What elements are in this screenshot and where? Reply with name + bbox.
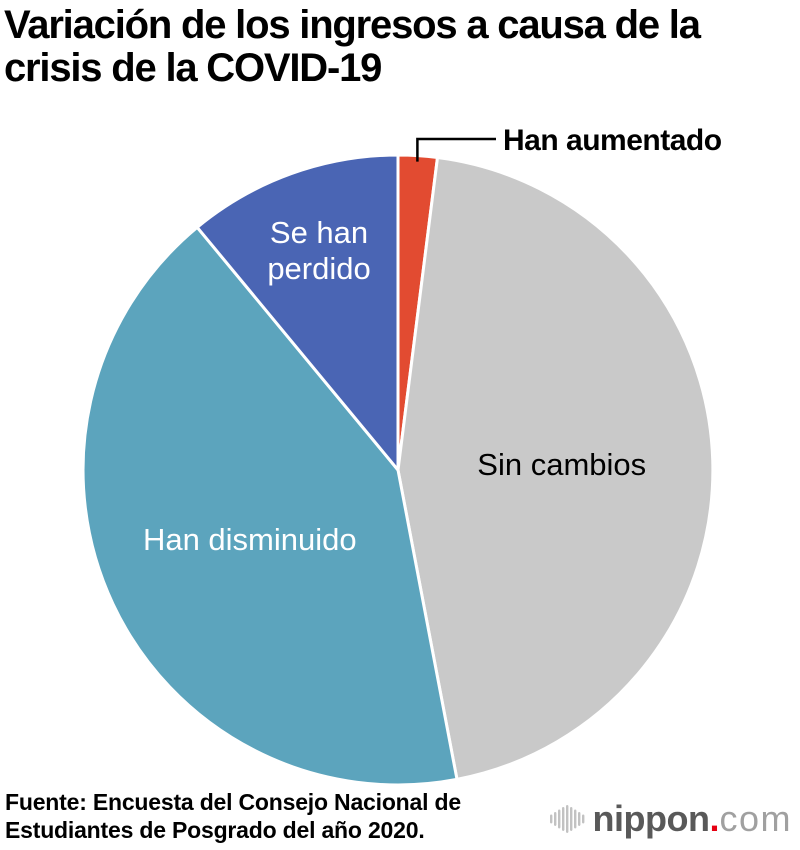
logo-dot: . <box>709 798 720 839</box>
pie-slice-1 <box>396 156 715 781</box>
source-line2: Estudiantes de Posgrado del año 2020. <box>5 817 425 843</box>
logo-tld: com <box>719 798 792 839</box>
chart-title-line2: crisis de la COVID-19 <box>4 46 382 90</box>
source-note: Fuente: Encuesta del Consejo Nacional de… <box>5 788 461 844</box>
callout-line <box>416 137 496 162</box>
chart-title: Variación de los ingresos a causa de la c… <box>4 3 701 90</box>
pie-slice-2 <box>81 225 459 787</box>
source-line1: Fuente: Encuesta del Consejo Nacional de <box>5 789 461 815</box>
pie-slice-3 <box>195 153 400 472</box>
soundwave-bars-icon <box>549 805 584 833</box>
chart-title-line1: Variación de los ingresos a causa de la <box>4 3 701 47</box>
nippon-logo: nippon. com <box>549 798 792 840</box>
logo-name: nippon <box>592 798 710 839</box>
